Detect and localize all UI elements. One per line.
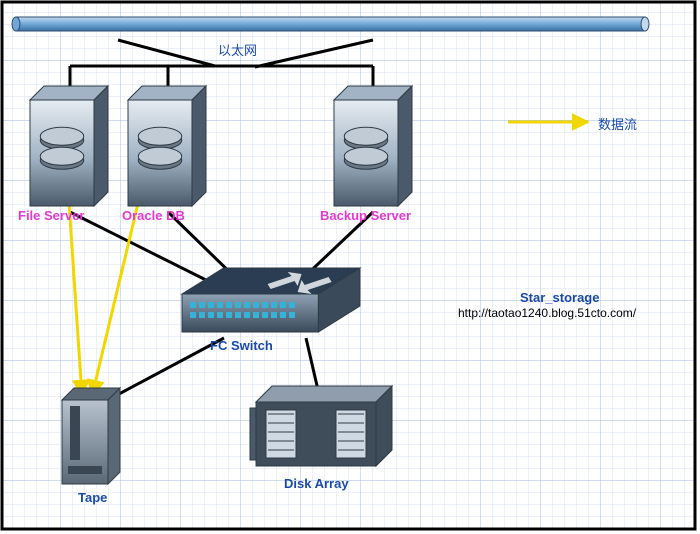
text-label: 数据流 (598, 114, 637, 133)
backup-server-node (334, 86, 412, 206)
file-server-node (30, 86, 108, 206)
text-label: Disk Array (284, 476, 349, 491)
text-label: FC Switch (210, 338, 273, 353)
text-label: 以太网 (218, 40, 257, 59)
text-label: Oracle DB (122, 208, 185, 223)
tape-node (62, 388, 120, 484)
text-label: File Server (18, 208, 85, 223)
text-label: http://taotao1240.blog.51cto.com/ (458, 306, 636, 320)
oracle-db-node (128, 86, 206, 206)
text-label: Backup Server (320, 208, 411, 223)
ethernet-cable (16, 17, 645, 31)
text-label: Tape (78, 490, 107, 505)
disk-array-node (250, 386, 392, 466)
fc-switch-node (182, 268, 360, 332)
text-label: Star_storage (520, 290, 599, 305)
